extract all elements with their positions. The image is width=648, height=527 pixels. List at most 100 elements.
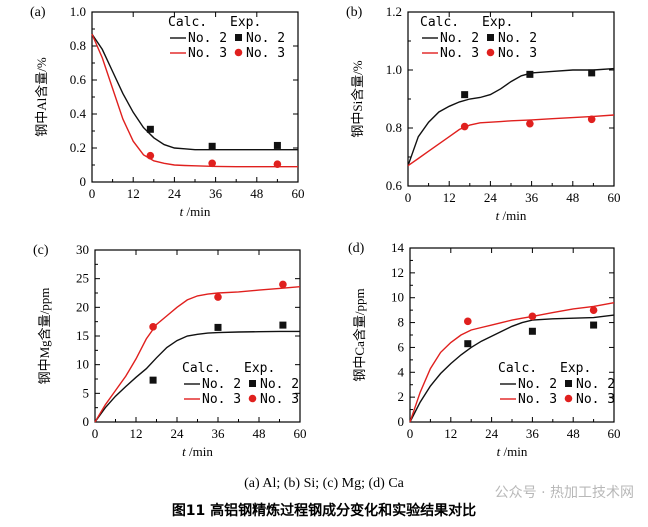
x-axis-label: t /min [497,444,528,459]
exp-point-no3 [149,323,157,331]
legend-exp-header: Exp. [244,361,275,376]
exp-point-no3 [279,280,287,289]
x-tick-label: 48 [566,190,579,205]
exp-point-no2 [528,327,536,335]
y-tick-label: 0.8 [386,120,402,135]
x-axis-label: t /min [182,444,213,459]
x-tick-label: 0 [89,186,96,201]
x-tick-label: 60 [608,426,621,441]
y-tick-label: 4 [398,364,405,379]
x-tick-label: 0 [405,190,412,205]
x-tick-label: 48 [253,426,266,441]
x-tick-label: 48 [567,426,580,441]
legend-exp-label-no2: No. 2 [576,377,615,392]
y-tick-label: 0 [80,174,87,189]
exp-point-no2 [526,70,534,78]
y-tick-label: 1.0 [386,62,402,77]
legend-marker-no2 [487,34,494,41]
x-tick-label: 12 [444,426,457,441]
legend-exp-label-no2: No. 2 [246,31,285,46]
exp-point-no3 [273,160,282,168]
y-tick-label: 10 [391,290,404,305]
y-tick-label: 1.2 [386,4,402,19]
x-tick-label: 36 [525,190,539,205]
legend-marker-no3 [234,48,243,57]
exp-point-no3 [208,159,216,168]
panel-label: (c) [33,243,49,258]
y-tick-label: 14 [391,240,405,255]
y-axis-label: 钢中Al含量/% [34,57,49,137]
y-tick-label: 0.6 [70,72,87,87]
legend-exp-label-no2: No. 2 [260,377,299,392]
calc-line-no3 [94,286,301,423]
y-tick-label: 30 [76,242,89,257]
panel-c: 0 12 24 36 48 60 0 5 10 15 20 25 30 (c) t /min 钢中Mg含量/p… [33,242,307,459]
exp-point-no2 [146,125,154,133]
calc-line-no2 [407,67,615,166]
legend-marker-no2 [235,34,242,41]
legend-exp-label-no3: No. 3 [498,46,537,61]
y-tick-label: 0.6 [386,178,403,193]
y-axis-label: 钢中Si含量/% [350,60,365,137]
y-tick-label: 0.8 [70,38,86,53]
calc-line-no2 [91,33,298,151]
exp-point-no3 [528,312,537,321]
calc-line-no3 [407,114,615,167]
legend-calc-header: Calc. [182,361,221,376]
x-axis-label: t /min [496,208,527,223]
panel-label: (b) [346,5,363,20]
x-tick-label: 24 [168,186,182,201]
x-tick-label: 24 [485,426,499,441]
exp-point-no3 [587,115,596,124]
legend-calc-label-no2: No. 2 [202,377,241,392]
y-tick-label: 0 [83,414,90,429]
legend-calc-label-no2: No. 2 [188,31,227,46]
legend-exp-label-no3: No. 3 [260,392,299,407]
panel-label: (a) [30,5,46,20]
y-axis-label: 钢中Mg含量/ppm [37,288,52,385]
x-tick-label: 36 [212,426,226,441]
x-tick-label: 60 [294,426,307,441]
calc-line-no3 [409,302,615,423]
legend-exp-header: Exp. [230,15,261,30]
legend-calc-label-no3: No. 3 [440,46,479,61]
exp-point-no2 [149,376,157,384]
exp-point-no2 [273,141,281,149]
legend-marker-no3 [564,394,573,403]
exp-point-no2 [461,91,469,99]
x-tick-label: 12 [443,190,456,205]
legend-exp-header: Exp. [560,361,591,376]
y-tick-label: 2 [398,389,405,404]
x-tick-label: 48 [250,186,263,201]
y-tick-label: 10 [76,357,89,372]
x-tick-label: 0 [407,426,414,441]
y-tick-label: 8 [398,315,405,330]
x-axis-label: t /min [180,204,211,219]
legend-calc-label-no3: No. 3 [188,46,227,61]
calc-line-no3 [91,33,298,168]
x-tick-label: 12 [127,186,140,201]
x-tick-label: 12 [130,426,143,441]
legend-calc-header: Calc. [498,361,537,376]
x-tick-label: 60 [608,190,621,205]
legend-exp-label-no2: No. 2 [498,31,537,46]
y-tick-label: 15 [76,328,89,343]
watermark: 公众号 · 热加工技术网 [494,485,634,501]
legend-calc-header: Calc. [168,15,207,30]
x-tick-label: 60 [292,186,305,201]
exp-point-no2 [208,142,216,150]
legend: Calc. Exp.No. 2 No. 2No. 3 No. 3 [182,361,299,407]
x-tick-label: 0 [92,426,99,441]
calc-line-no2 [94,330,300,423]
y-tick-label: 0.2 [70,140,86,155]
legend-exp-label-no3: No. 3 [246,46,285,61]
x-tick-label: 24 [171,426,185,441]
legend-exp-header: Exp. [482,15,513,30]
exp-point-no3 [214,293,222,301]
exp-point-no2 [588,69,596,77]
y-tick-label: 25 [76,271,89,286]
legend: Calc. Exp.No. 2 No. 2No. 3 No. 3 [498,361,615,407]
exp-point-no3 [460,122,469,131]
